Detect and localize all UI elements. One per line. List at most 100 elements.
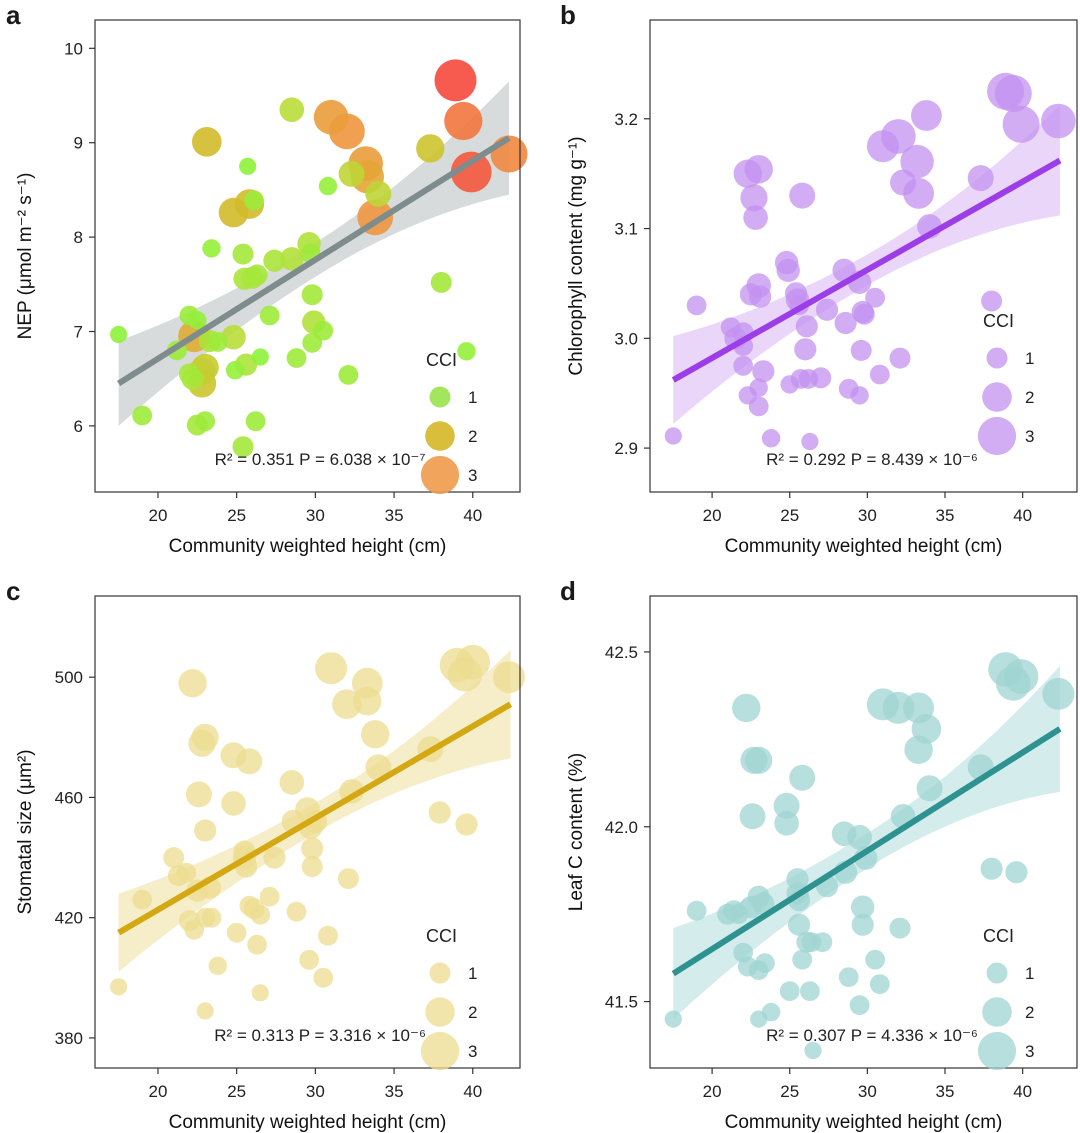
data-point bbox=[338, 365, 359, 385]
x-tick-label: 35 bbox=[385, 1082, 404, 1101]
data-point bbox=[313, 967, 334, 988]
regression-line bbox=[671, 726, 1062, 977]
data-point bbox=[739, 803, 766, 830]
stat-annotation: R² = 0.351 P = 6.038 × 10⁻⁷ bbox=[215, 450, 426, 469]
regression-line bbox=[117, 135, 511, 386]
data-point bbox=[779, 981, 800, 1001]
x-tick-label: 20 bbox=[703, 506, 722, 525]
x-tick-label: 30 bbox=[858, 506, 877, 525]
x-axis-title: Community weighted height (cm) bbox=[725, 536, 1003, 557]
data-point bbox=[720, 317, 741, 338]
data-point bbox=[110, 978, 128, 996]
data-point bbox=[455, 813, 478, 836]
data-point bbox=[812, 932, 833, 952]
data-point bbox=[239, 157, 257, 175]
y-tick-label: 6 bbox=[74, 417, 83, 436]
data-point bbox=[686, 900, 707, 921]
data-point bbox=[800, 981, 820, 1001]
data-point bbox=[981, 290, 1003, 312]
data-point bbox=[744, 155, 773, 184]
legend-swatch bbox=[429, 962, 451, 984]
data-point bbox=[338, 160, 365, 187]
data-point bbox=[865, 287, 885, 308]
legend: CCI 1 2 3 bbox=[420, 350, 477, 495]
data-point bbox=[834, 311, 857, 335]
data-point bbox=[749, 285, 772, 308]
data-point bbox=[851, 913, 874, 936]
data-point bbox=[221, 791, 246, 816]
x-tick-label: 20 bbox=[149, 1082, 168, 1101]
legend: CCI 1 2 3 bbox=[977, 311, 1034, 456]
legend-swatch bbox=[986, 347, 1008, 369]
data-point bbox=[798, 369, 819, 389]
data-point bbox=[301, 284, 323, 306]
data-point bbox=[994, 75, 1032, 112]
legend-swatch bbox=[982, 382, 1012, 412]
data-point bbox=[315, 652, 348, 685]
data-point bbox=[980, 857, 1003, 880]
data-point bbox=[664, 427, 682, 445]
data-point bbox=[755, 953, 775, 973]
data-point bbox=[353, 687, 382, 716]
data-point bbox=[365, 754, 392, 781]
legend-swatch bbox=[429, 386, 451, 408]
data-point bbox=[279, 770, 305, 795]
y-tick-label: 10 bbox=[64, 39, 83, 58]
legend-title: CCI bbox=[983, 311, 1014, 331]
legend-swatch bbox=[425, 421, 455, 451]
stat-annotation: R² = 0.292 P = 8.439 × 10⁻⁶ bbox=[766, 450, 978, 469]
data-point bbox=[361, 720, 390, 749]
data-point bbox=[259, 886, 280, 907]
data-point bbox=[318, 925, 338, 946]
data-point bbox=[1002, 105, 1040, 143]
x-tick-label: 35 bbox=[936, 506, 955, 525]
x-axis-title: Community weighted height (cm) bbox=[169, 1112, 447, 1133]
legend-label: 3 bbox=[468, 1042, 477, 1061]
legend-swatch bbox=[982, 997, 1012, 1027]
data-point bbox=[780, 375, 799, 394]
data-point bbox=[202, 239, 221, 258]
stat-annotation: R² = 0.307 P = 4.336 × 10⁻⁶ bbox=[766, 1026, 978, 1045]
y-tick-label: 2.9 bbox=[614, 439, 638, 458]
data-point bbox=[313, 320, 334, 341]
legend-label: 3 bbox=[468, 466, 477, 485]
y-tick-label: 42.0 bbox=[605, 818, 638, 837]
data-point bbox=[749, 378, 768, 397]
legend-title: CCI bbox=[426, 926, 457, 946]
data-point bbox=[794, 338, 817, 361]
y-axis-title: Leaf C content (%) bbox=[566, 753, 587, 911]
y-tick-label: 3.2 bbox=[614, 110, 638, 129]
x-axis-title: Community weighted height (cm) bbox=[725, 1112, 1003, 1133]
data-point bbox=[900, 144, 934, 179]
data-point bbox=[733, 355, 754, 376]
legend-label: 1 bbox=[1025, 964, 1034, 983]
data-point bbox=[110, 325, 128, 343]
legend-label: 2 bbox=[468, 427, 477, 446]
data-point bbox=[743, 205, 768, 230]
data-point bbox=[838, 967, 859, 987]
y-tick-label: 500 bbox=[55, 668, 83, 687]
data-point bbox=[301, 856, 323, 878]
confidence-band bbox=[673, 105, 1060, 424]
data-point bbox=[804, 1041, 822, 1060]
data-point bbox=[664, 1010, 682, 1028]
data-point bbox=[865, 949, 885, 970]
data-point bbox=[869, 974, 890, 994]
data-point bbox=[853, 303, 875, 325]
data-point bbox=[847, 824, 872, 850]
data-point bbox=[194, 819, 217, 842]
data-point bbox=[789, 182, 816, 209]
x-tick-label: 35 bbox=[936, 1082, 955, 1101]
data-point bbox=[178, 669, 207, 698]
data-point bbox=[250, 904, 271, 925]
data-point bbox=[752, 360, 775, 383]
data-point bbox=[132, 889, 153, 910]
y-tick-label: 41.5 bbox=[605, 993, 638, 1012]
legend: CCI 1 2 3 bbox=[420, 926, 477, 1071]
data-point bbox=[263, 249, 286, 272]
legend-swatch bbox=[977, 416, 1017, 456]
data-point bbox=[251, 348, 269, 366]
plot-frame bbox=[94, 19, 521, 493]
data-point bbox=[1005, 861, 1028, 884]
data-point bbox=[850, 386, 869, 405]
